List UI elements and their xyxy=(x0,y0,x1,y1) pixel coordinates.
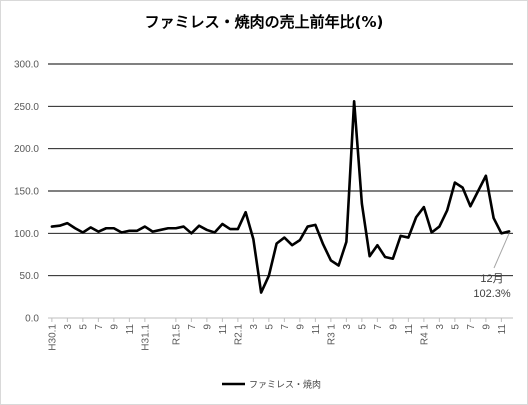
legend-label: ファミレス・焼肉 xyxy=(249,379,321,391)
x-tick-label: 3 xyxy=(63,324,74,330)
x-tick-label: 3 xyxy=(249,324,260,330)
y-tick-label: 200.0 xyxy=(14,144,39,155)
x-tick-label: R2.1 xyxy=(233,324,244,346)
x-tick-label: 7 xyxy=(94,324,105,330)
y-axis-tick-labels: 0.0 50.0 100.0 150.0 200.0 250.0 300.0 xyxy=(14,60,39,325)
x-tick-label: H30.1 xyxy=(47,324,58,351)
x-tick-label: 3 xyxy=(342,324,353,330)
x-tick-label: 5 xyxy=(264,324,275,330)
series-lines xyxy=(50,99,511,294)
x-tick-label: 3 xyxy=(435,324,446,330)
gridlines xyxy=(48,63,513,319)
y-tick-label: 300.0 xyxy=(14,60,39,71)
x-tick-label: 5 xyxy=(357,324,368,330)
x-tick-label: 5 xyxy=(78,324,89,330)
x-tick-label: 11 xyxy=(404,324,415,335)
x-tick-label: 9 xyxy=(481,324,492,330)
legend: ファミレス・焼肉 xyxy=(222,379,321,391)
x-tick-label: 11 xyxy=(218,324,229,335)
x-tick-label: 7 xyxy=(466,324,477,330)
y-tick-label: 250.0 xyxy=(14,102,39,113)
x-tick-label: R1.5 xyxy=(171,324,182,346)
x-tick-label: R4 1 xyxy=(419,324,430,346)
last-point-annotation: 12月 102.3% xyxy=(473,233,511,300)
y-tick-label: 100.0 xyxy=(14,229,39,240)
y-tick-label: 50.0 xyxy=(20,271,40,282)
annotation-label-value: 102.3% xyxy=(473,288,511,300)
chart-title: ファミレス・焼肉の売上前年比(%) xyxy=(145,13,384,31)
x-tick-label: 7 xyxy=(373,324,384,330)
series-line-famires-yakiniku xyxy=(50,99,511,294)
y-tick-label: 150.0 xyxy=(14,187,39,198)
annotation-leader-line xyxy=(493,233,510,269)
x-tick-label: 11 xyxy=(497,324,508,335)
x-tick-label: R3 1 xyxy=(326,324,337,346)
x-tick-label: 9 xyxy=(109,324,120,330)
x-tick-label: 9 xyxy=(295,324,306,330)
annotation-label-month: 12月 xyxy=(480,273,503,285)
x-tick-label: 5 xyxy=(450,324,461,330)
y-tick-label: 0.0 xyxy=(25,314,39,325)
x-tick-label: 7 xyxy=(187,324,198,330)
x-tick-label: 9 xyxy=(388,324,399,330)
x-tick-label: 11 xyxy=(125,324,136,335)
x-tick-label: 9 xyxy=(202,324,213,330)
x-tick-label: H31.1 xyxy=(140,324,151,351)
x-tick-label: 7 xyxy=(280,324,291,330)
x-tick-label: 11 xyxy=(311,324,322,335)
